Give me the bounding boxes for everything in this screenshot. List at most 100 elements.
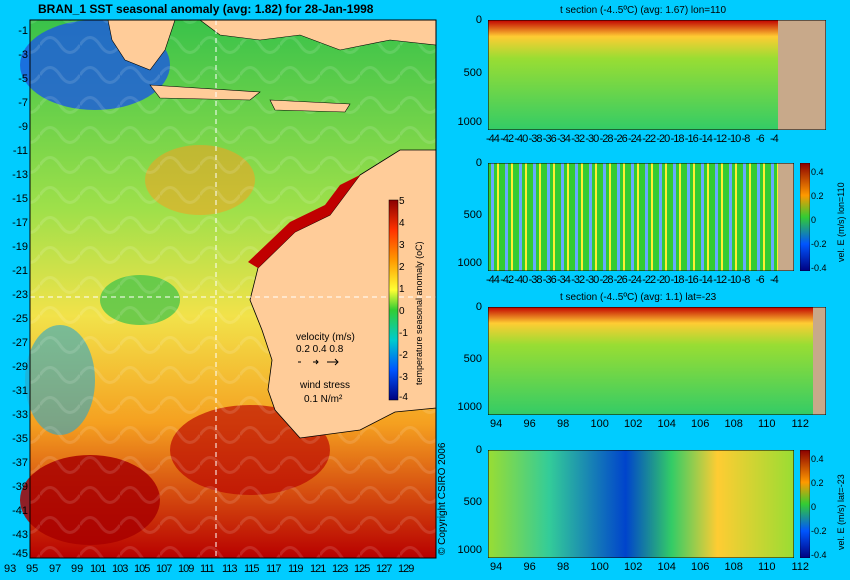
panel-x-tick: -38 xyxy=(528,133,543,145)
panel-x-tick: -42 xyxy=(500,133,514,145)
panel-x-tick: -22 xyxy=(642,133,656,145)
colorbar-tick: 2 xyxy=(399,262,405,273)
lat-tick: -3 xyxy=(18,49,28,61)
panel2-colorbar-label: vel. E (m/s) lon=110 xyxy=(836,182,846,262)
lat-axis: -1 -3 -5 -7 -9 -11 -13 -15 -17 -19 -21 -… xyxy=(0,20,28,560)
sst-anomaly-map xyxy=(20,19,437,559)
panel-x-tick: -42 xyxy=(500,274,514,286)
panel-x-tick: 106 xyxy=(691,418,710,430)
velocity-legend-scale: 0.2 0.4 0.8 xyxy=(296,344,344,355)
colorbar-tick: 3 xyxy=(399,240,405,251)
panel-x-tick: -18 xyxy=(670,133,685,145)
panel-x-tick: -22 xyxy=(642,274,656,286)
lon-tick: 101 xyxy=(90,563,106,575)
panel-x-tick: -8 xyxy=(741,274,751,286)
panel-x-tick: 98 xyxy=(557,418,570,430)
colorbar-tick: 1 xyxy=(399,284,405,295)
panel-x-tick: -16 xyxy=(684,274,699,286)
map-colorbar-label: temperature seasonal anomaly (oC) xyxy=(414,241,424,385)
panel-colorbar-tick: 0.2 xyxy=(811,191,824,201)
map-colorbar-ticks: 5 4 3 2 1 0 -1 -2 -3 -4 xyxy=(399,196,419,406)
panel4-section xyxy=(488,450,794,558)
panel-x-tick: -30 xyxy=(585,274,599,286)
panel-x-tick: 112 xyxy=(791,418,810,430)
panel-x-tick: -36 xyxy=(542,133,557,145)
panel4-colorbar xyxy=(800,450,810,558)
panel-x-tick: 104 xyxy=(657,418,676,430)
map-colorbar xyxy=(388,199,399,401)
lat-tick: -7 xyxy=(18,97,28,109)
lat-tick: -23 xyxy=(12,289,28,301)
wind-legend-label: wind stress xyxy=(300,380,351,391)
panel-x-tick: -12 xyxy=(713,274,727,286)
copyright-text: © Copyright CSIRO 2006 xyxy=(437,442,448,555)
panel-y-tick: 0 xyxy=(475,444,482,456)
velocity-legend-label: velocity (m/s) xyxy=(296,332,355,343)
lon-tick: 109 xyxy=(178,563,194,575)
panel-x-tick: 94 xyxy=(490,418,503,430)
wind-legend-scale: 0.1 N/m² xyxy=(304,394,343,405)
lon-tick: 113 xyxy=(222,563,238,575)
panel2-section xyxy=(488,163,794,271)
panel-x-tick: -18 xyxy=(670,274,685,286)
lon-tick: 107 xyxy=(156,563,172,575)
colorbar-tick: 0 xyxy=(399,306,405,317)
panel-x-tick: -30 xyxy=(585,133,599,145)
panel-x-tick: -10 xyxy=(727,274,741,286)
panel-x-tick: 110 xyxy=(758,561,776,573)
panel-x-tick: -24 xyxy=(628,133,642,145)
panel-x-tick: -44 xyxy=(486,274,500,286)
panel-colorbar-tick: 0 xyxy=(811,502,817,512)
panel-colorbar-tick: 0.4 xyxy=(811,167,824,177)
panel2-colorbar xyxy=(800,163,810,271)
panel-x-tick: 112 xyxy=(791,561,810,573)
map-title: BRAN_1 SST seasonal anomaly (avg: 1.82) … xyxy=(38,2,374,16)
lat-tick: -17 xyxy=(12,217,28,229)
panel-x-tick: -6 xyxy=(755,274,765,286)
lon-tick: 115 xyxy=(244,563,260,575)
lat-tick: -45 xyxy=(12,548,28,560)
colorbar-tick: 5 xyxy=(399,196,405,207)
panel-x-tick: -28 xyxy=(599,274,614,286)
lon-tick: 97 xyxy=(49,563,62,575)
panel3-title: t section (-4..5ºC) (avg: 1.1) lat=-23 xyxy=(560,292,717,303)
panel-x-tick: -14 xyxy=(699,274,713,286)
lat-tick: -9 xyxy=(18,121,28,133)
panel-x-tick: -26 xyxy=(613,274,628,286)
lon-tick: 123 xyxy=(332,563,348,575)
lat-tick: -43 xyxy=(12,529,28,541)
panel-x-tick: -34 xyxy=(557,133,571,145)
panel-x-tick: -14 xyxy=(699,133,713,145)
lon-tick: 117 xyxy=(266,563,282,575)
panel-x-tick: 108 xyxy=(724,561,743,573)
panel-colorbar-tick: -0.4 xyxy=(811,263,827,273)
panel1-section xyxy=(488,20,826,130)
panel-y-tick: 0 xyxy=(475,301,482,313)
panel-x-tick: -24 xyxy=(628,274,642,286)
lat-tick: -25 xyxy=(12,313,28,325)
panel-x-tick: -20 xyxy=(656,133,670,145)
lat-tick: -29 xyxy=(12,361,28,373)
lat-tick: -35 xyxy=(12,433,28,445)
panel-x-tick: -10 xyxy=(727,133,741,145)
colorbar-tick: -4 xyxy=(399,392,408,403)
lat-tick: -41 xyxy=(12,505,28,517)
lon-tick: 127 xyxy=(376,563,392,575)
panel4-colorbar-label: vel. E (m/s) lat=-23 xyxy=(836,474,846,550)
panel-x-tick: 100 xyxy=(590,418,609,430)
panel-x-tick: -34 xyxy=(557,274,571,286)
panel-x-tick: 106 xyxy=(691,561,710,573)
lon-tick: 119 xyxy=(288,563,304,575)
panel-x-tick: 108 xyxy=(724,418,743,430)
panel-x-tick: 102 xyxy=(624,561,643,573)
lat-tick: -33 xyxy=(12,409,28,421)
panel-x-tick: -20 xyxy=(656,274,670,286)
panel3-section xyxy=(488,307,826,415)
panel-x-tick: -38 xyxy=(528,274,543,286)
lat-tick: -19 xyxy=(12,241,28,253)
panel-x-tick: 96 xyxy=(523,418,536,430)
panel-colorbar-tick: 0.4 xyxy=(811,454,824,464)
panel1-title: t section (-4..5ºC) (avg: 1.67) lon=110 xyxy=(560,5,727,16)
colorbar-tick: 4 xyxy=(399,218,405,229)
lat-tick: -5 xyxy=(18,73,28,85)
